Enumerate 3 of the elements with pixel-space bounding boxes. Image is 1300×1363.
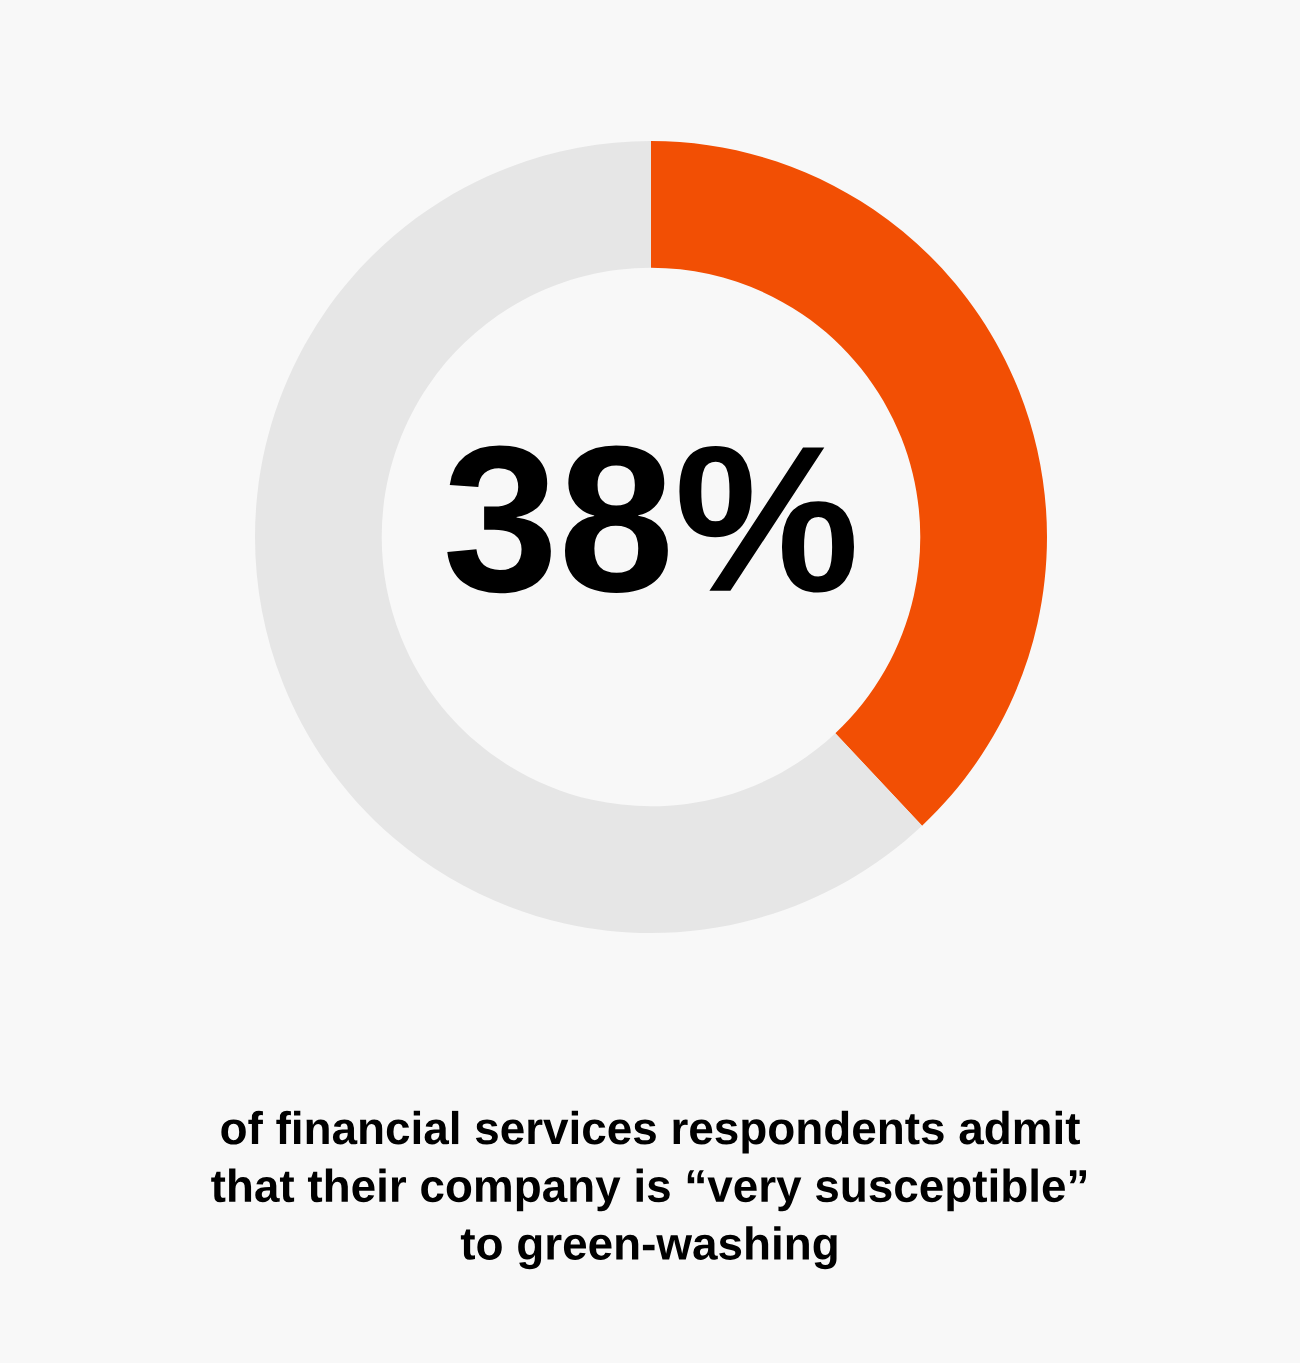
text: of financial services respondents admit that their company is “very susceptible” to green-washing: [211, 1110, 1087, 1270]
data-label: 38%: [447, 445, 854, 594]
donut-slice: [255, 141, 923, 933]
